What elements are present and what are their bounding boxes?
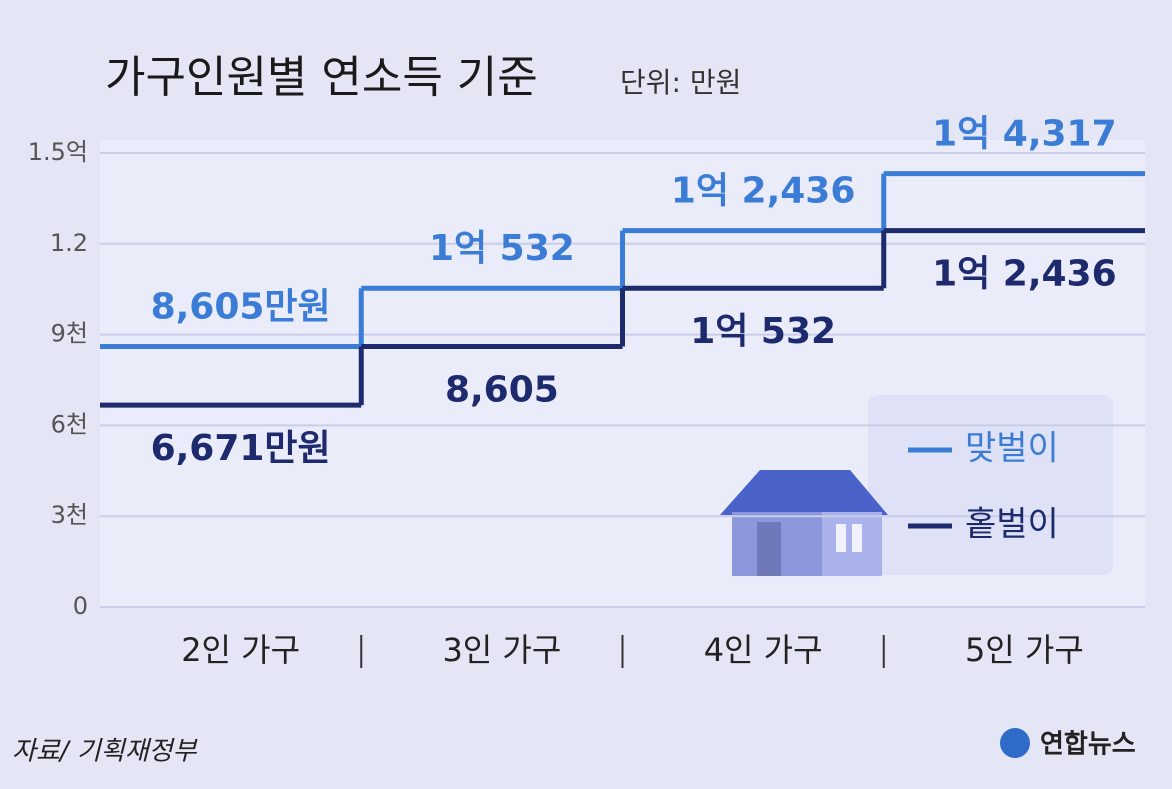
legend-label: 홑벌이 bbox=[965, 505, 1059, 545]
source: 자료/ 기획재정부 bbox=[12, 737, 199, 767]
x-tick-label: 4인 가구 bbox=[704, 631, 823, 669]
data-label: 1억 532 bbox=[690, 311, 836, 352]
data-label: 8,605 bbox=[445, 370, 559, 411]
data-label: 1억 2,436 bbox=[671, 171, 856, 212]
y-tick-label: 1.5억 bbox=[28, 138, 88, 166]
y-tick-label: 1.2 bbox=[50, 229, 88, 257]
credit: 연합뉴스 bbox=[1040, 730, 1136, 760]
house-icon bbox=[720, 470, 888, 576]
data-label: 1억 2,436 bbox=[932, 254, 1117, 295]
chart-title: 가구인원별 연소득 기준 bbox=[105, 52, 538, 103]
y-tick-label: 6천 bbox=[51, 410, 88, 438]
x-tick-label: 2인 가구 bbox=[181, 631, 300, 669]
x-tick-label: 3인 가구 bbox=[442, 631, 561, 669]
data-label: 1억 4,317 bbox=[932, 114, 1117, 155]
data-label: 8,605만원 bbox=[151, 287, 331, 328]
y-tick-label: 0 bbox=[73, 592, 88, 620]
y-tick-label: 3천 bbox=[51, 501, 88, 529]
data-label: 1억 532 bbox=[429, 228, 575, 269]
legend-box bbox=[868, 395, 1113, 575]
legend-label: 맞벌이 bbox=[965, 429, 1059, 469]
y-tick-label: 9천 bbox=[51, 320, 88, 348]
x-tick-label: 5인 가구 bbox=[965, 631, 1084, 669]
chart-subtitle: 단위: 만원 bbox=[620, 66, 741, 99]
data-label: 6,671만원 bbox=[151, 428, 331, 469]
logo-icon bbox=[1000, 728, 1030, 758]
